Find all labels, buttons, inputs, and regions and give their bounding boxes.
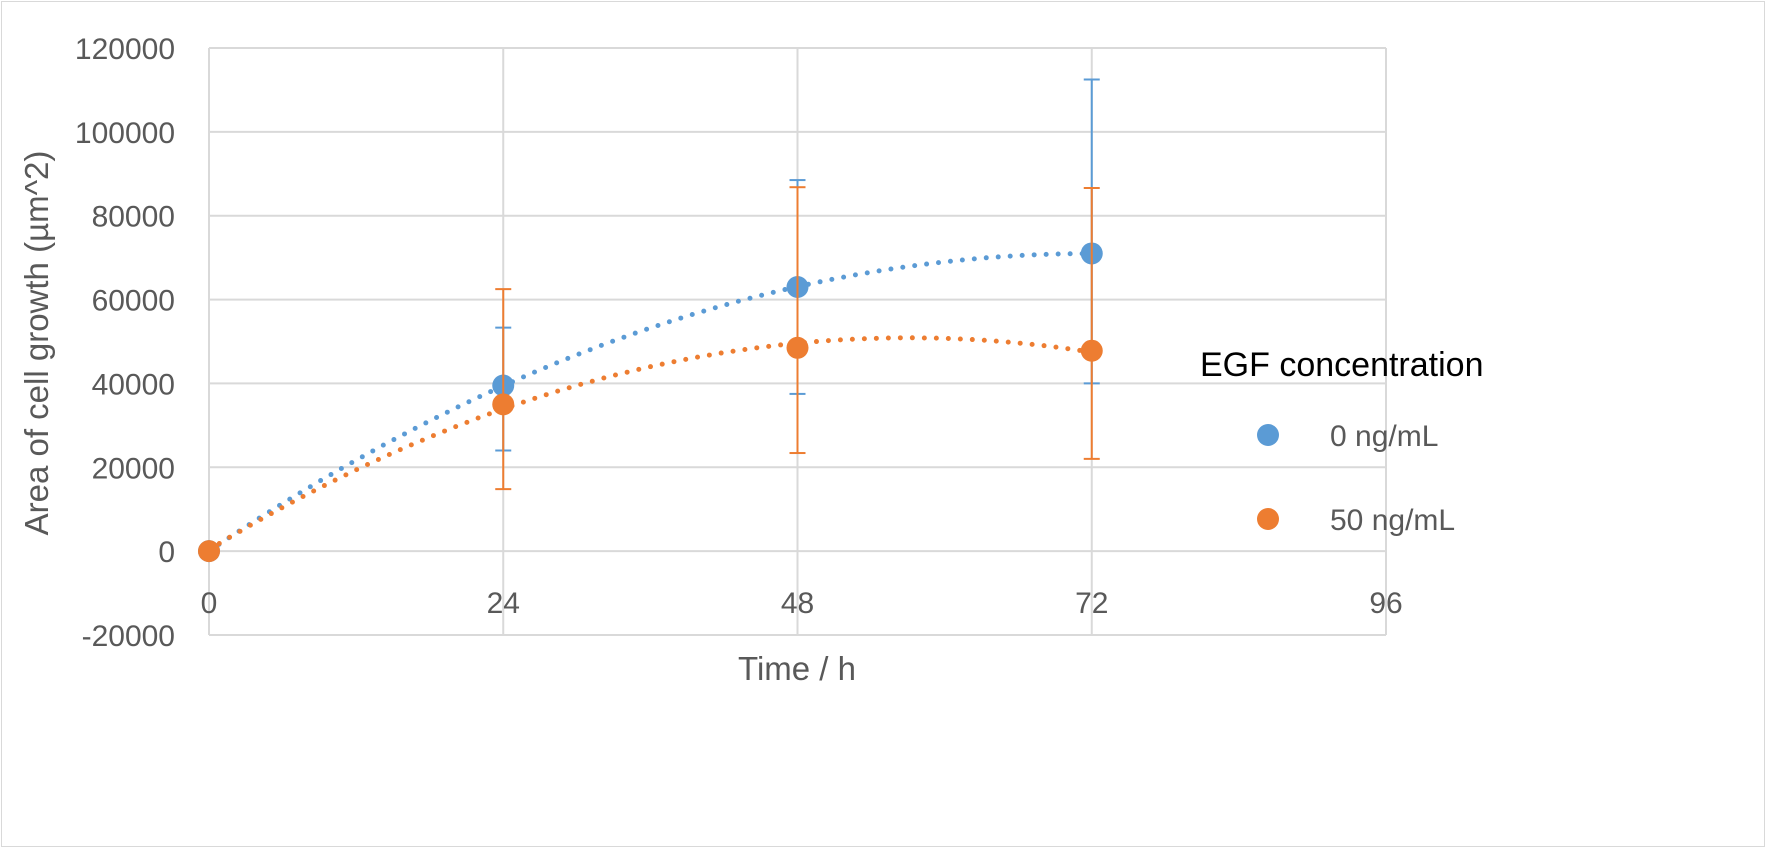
y-tick-labels: -20000 0 20000 40000 60000 80000 100000 120000 bbox=[75, 33, 175, 653]
y-tick-label: 20000 bbox=[92, 452, 175, 485]
legend-marker-1 bbox=[1257, 508, 1279, 530]
series-layer bbox=[198, 78, 1103, 563]
data-point bbox=[198, 540, 220, 563]
legend: EGF concentration 0 ng/mL 50 ng/mL bbox=[1200, 346, 1483, 537]
y-tick-label: 120000 bbox=[75, 33, 175, 66]
x-tick-label: 72 bbox=[1075, 587, 1108, 620]
data-point bbox=[786, 336, 809, 359]
x-tick-label: 24 bbox=[487, 587, 520, 620]
x-tick-label: 96 bbox=[1369, 587, 1402, 620]
x-axis-label: Time / h bbox=[738, 650, 856, 687]
x-tick-labels: 0 24 48 72 96 bbox=[201, 587, 1403, 620]
legend-label-1: 50 ng/mL bbox=[1330, 504, 1455, 537]
x-tick-label: 48 bbox=[781, 587, 814, 620]
y-tick-label: 40000 bbox=[92, 368, 175, 401]
data-point bbox=[1080, 339, 1103, 362]
legend-marker-0 bbox=[1257, 424, 1279, 446]
legend-title: EGF concentration bbox=[1200, 346, 1483, 384]
data-point bbox=[492, 393, 515, 416]
series-0 bbox=[198, 78, 1103, 563]
y-tick-label: 60000 bbox=[92, 285, 175, 318]
legend-label-0: 0 ng/mL bbox=[1330, 420, 1438, 453]
trendline bbox=[206, 251, 1095, 554]
series-1 bbox=[198, 186, 1103, 563]
x-tick-label: 0 bbox=[201, 587, 218, 620]
y-tick-label: 80000 bbox=[92, 201, 175, 234]
y-tick-label: 100000 bbox=[75, 117, 175, 150]
y-tick-label: -20000 bbox=[82, 620, 175, 653]
y-axis-label: Area of cell growth (µm^2) bbox=[18, 151, 55, 536]
y-tick-label: 0 bbox=[158, 536, 175, 569]
trendline bbox=[206, 335, 1095, 553]
